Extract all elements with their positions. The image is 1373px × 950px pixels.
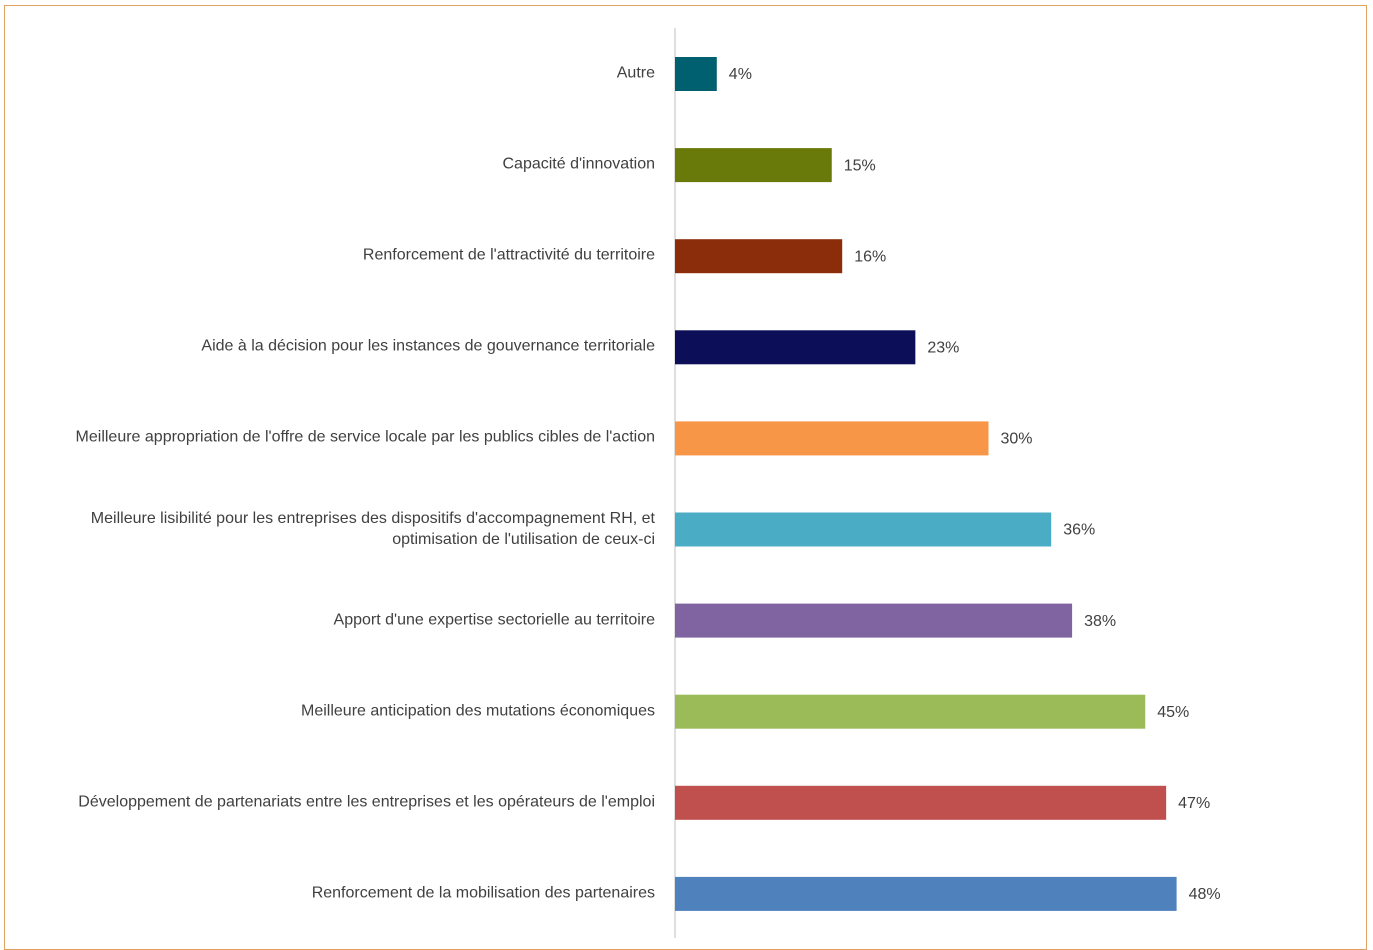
- category-label: Meilleure lisibilité pour les entreprise…: [90, 509, 655, 548]
- category-label: Aide à la décision pour les instances de…: [201, 337, 655, 355]
- category-label: Apport d'une expertise sectorielle au te…: [333, 611, 655, 629]
- category-label: Meilleure anticipation des mutations éco…: [301, 702, 655, 720]
- bar: [675, 512, 1052, 547]
- bar: [675, 876, 1177, 911]
- bar: [675, 694, 1146, 729]
- category-label: Développement de partenariats entre les …: [78, 793, 655, 811]
- value-label: 23%: [927, 340, 959, 357]
- bar: [675, 148, 832, 183]
- bar: [675, 421, 989, 456]
- value-label: 45%: [1157, 704, 1189, 721]
- category-label: Autre: [616, 64, 655, 82]
- value-label: 16%: [854, 248, 886, 265]
- category-label: Renforcement de la mobilisation des part…: [311, 884, 655, 902]
- category-label: Renforcement de l'attractivité du territ…: [362, 246, 655, 264]
- value-label: 38%: [1084, 613, 1116, 630]
- category-label: Meilleure appropriation de l'offre de se…: [75, 428, 655, 446]
- value-label: 15%: [844, 157, 876, 174]
- value-label: 48%: [1189, 886, 1221, 903]
- bar: [675, 785, 1167, 820]
- bar: [675, 603, 1073, 638]
- value-label: 36%: [1063, 522, 1095, 539]
- value-label: 47%: [1178, 795, 1210, 812]
- value-label: 30%: [1001, 431, 1033, 448]
- bar: [675, 239, 843, 274]
- bar: [675, 330, 916, 365]
- category-label: Capacité d'innovation: [502, 155, 656, 173]
- bar: [675, 57, 717, 91]
- value-label: 4%: [729, 66, 752, 83]
